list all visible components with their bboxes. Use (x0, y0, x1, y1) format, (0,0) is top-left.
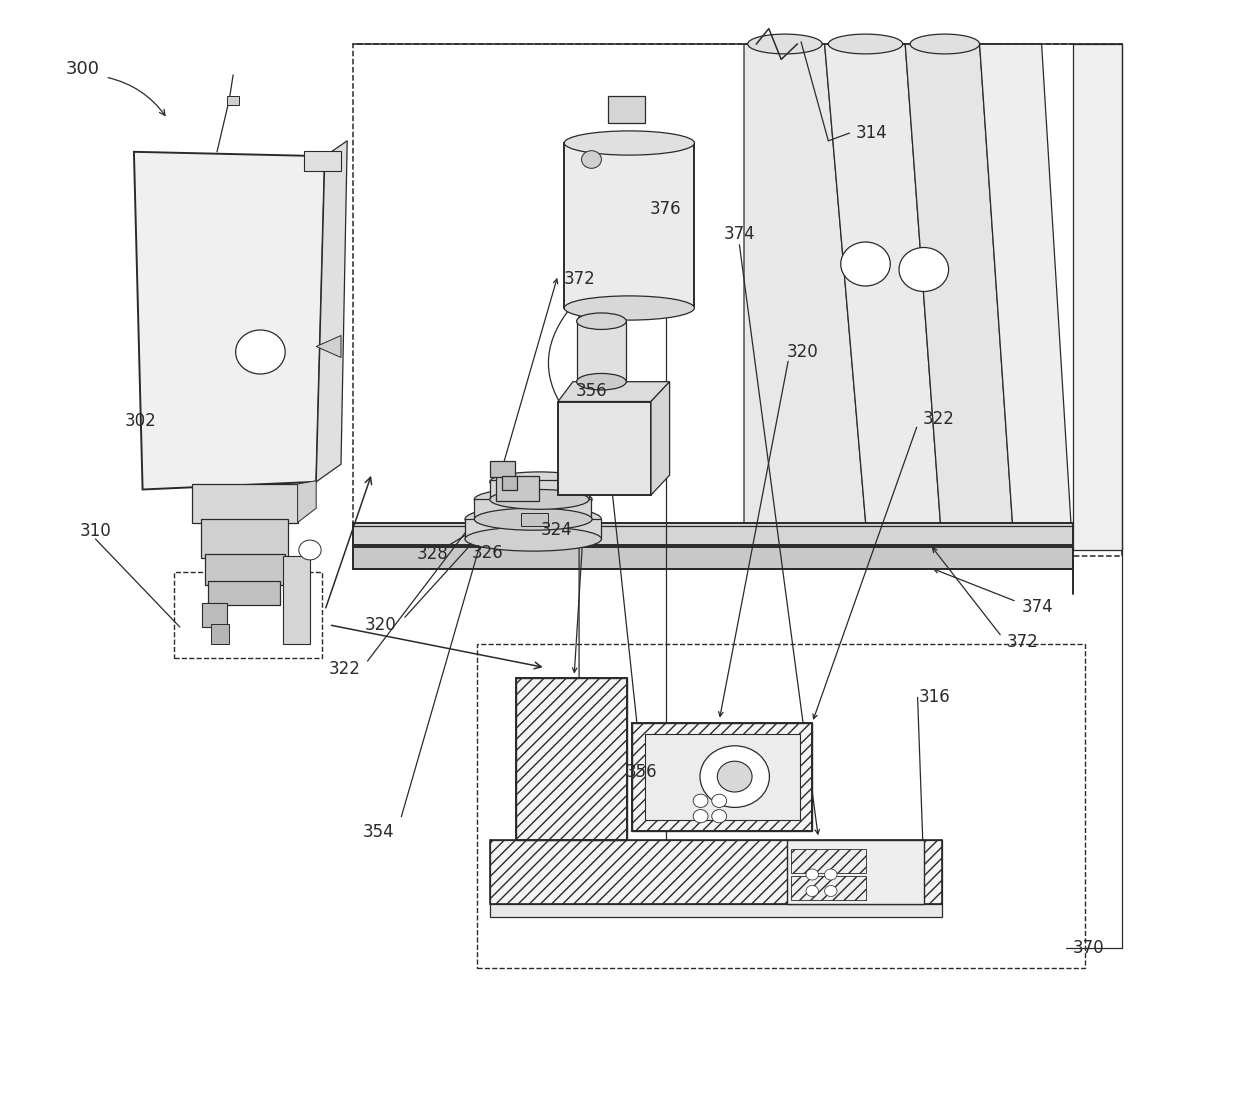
Ellipse shape (748, 34, 822, 54)
Bar (211, 624, 229, 644)
Text: 324: 324 (541, 521, 573, 539)
Polygon shape (316, 141, 347, 482)
Polygon shape (298, 481, 316, 522)
Polygon shape (651, 382, 670, 495)
Circle shape (899, 248, 949, 292)
Bar (490, 461, 515, 477)
Bar (791, 849, 866, 873)
Ellipse shape (475, 508, 593, 530)
Bar (353, 44, 1122, 556)
Circle shape (712, 794, 727, 807)
Ellipse shape (577, 373, 626, 389)
Text: 372: 372 (563, 271, 595, 288)
Ellipse shape (465, 506, 601, 532)
Text: 316: 316 (919, 689, 951, 706)
Text: 328: 328 (417, 546, 449, 563)
Bar (353, 544, 1073, 569)
Circle shape (825, 869, 837, 880)
Bar (353, 522, 1073, 547)
Polygon shape (980, 44, 1073, 550)
Text: 314: 314 (856, 124, 888, 142)
Ellipse shape (564, 296, 694, 320)
Circle shape (717, 761, 751, 792)
Text: 326: 326 (471, 544, 503, 562)
Bar (564, 143, 694, 308)
Text: 300: 300 (66, 60, 100, 78)
Bar (202, 603, 227, 627)
Text: 322: 322 (329, 660, 361, 678)
Bar (558, 402, 651, 495)
Bar (496, 476, 539, 501)
Ellipse shape (490, 490, 589, 509)
Text: 356: 356 (625, 763, 657, 781)
Ellipse shape (490, 472, 589, 492)
Circle shape (299, 540, 321, 560)
Bar (304, 151, 341, 170)
Bar (490, 480, 589, 499)
Bar (477, 644, 1085, 968)
Bar (205, 554, 285, 585)
Circle shape (236, 330, 285, 374)
Bar (787, 840, 924, 904)
Polygon shape (558, 382, 670, 402)
Text: 310: 310 (79, 522, 112, 540)
Polygon shape (316, 336, 341, 358)
Bar (192, 484, 298, 522)
Ellipse shape (564, 131, 694, 155)
Circle shape (825, 886, 837, 896)
Bar (516, 678, 627, 840)
Bar (465, 519, 601, 539)
Bar (174, 572, 322, 658)
Text: 374: 374 (723, 226, 755, 243)
Text: 372: 372 (1007, 634, 1039, 651)
Polygon shape (134, 152, 325, 490)
Text: 354: 354 (362, 823, 394, 840)
Circle shape (806, 886, 818, 896)
Bar (645, 734, 800, 820)
Bar (474, 499, 591, 519)
Bar (608, 96, 645, 123)
Bar (490, 840, 942, 904)
Bar (516, 678, 627, 840)
Bar (201, 519, 288, 558)
Bar (577, 321, 626, 382)
Bar (521, 513, 548, 526)
Circle shape (841, 242, 890, 286)
Text: 320: 320 (786, 343, 818, 361)
Text: 376: 376 (650, 200, 682, 218)
Circle shape (693, 810, 708, 823)
Polygon shape (905, 44, 1014, 550)
Ellipse shape (577, 312, 626, 330)
Bar (490, 904, 942, 917)
Bar (283, 556, 310, 644)
Bar (791, 876, 866, 900)
Polygon shape (744, 44, 868, 550)
Text: 302: 302 (124, 412, 156, 430)
Text: 356: 356 (575, 382, 608, 399)
Text: 374: 374 (1022, 598, 1054, 616)
Text: 322: 322 (923, 410, 955, 428)
Bar (632, 723, 812, 830)
Bar (490, 840, 942, 904)
Circle shape (712, 810, 727, 823)
Text: 320: 320 (365, 616, 397, 634)
Circle shape (806, 869, 818, 880)
Ellipse shape (465, 527, 601, 551)
Ellipse shape (828, 34, 903, 54)
Circle shape (693, 794, 708, 807)
Circle shape (582, 151, 601, 168)
Circle shape (699, 746, 769, 807)
Ellipse shape (910, 34, 980, 54)
Bar (502, 476, 517, 490)
Bar (632, 723, 812, 830)
Bar (1073, 44, 1122, 550)
Bar (227, 96, 239, 104)
Polygon shape (825, 44, 942, 550)
Text: 370: 370 (1073, 939, 1105, 957)
Ellipse shape (475, 488, 593, 510)
Bar (208, 581, 280, 605)
